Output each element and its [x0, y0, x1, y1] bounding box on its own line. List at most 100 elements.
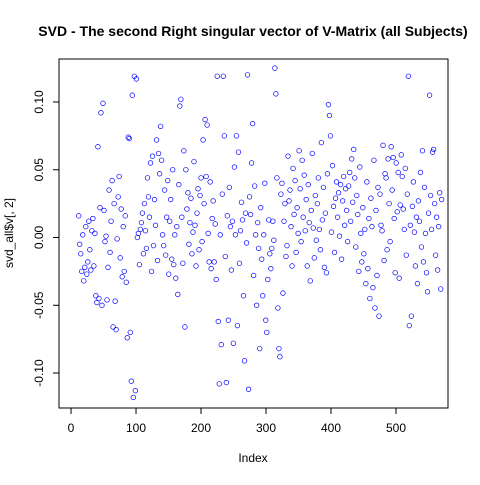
point — [289, 263, 295, 269]
point — [303, 196, 309, 203]
point — [238, 199, 245, 205]
point — [433, 214, 440, 220]
point — [340, 173, 347, 180]
point — [328, 229, 335, 235]
point — [412, 263, 419, 269]
point — [409, 203, 416, 209]
point — [125, 134, 131, 140]
point — [420, 259, 427, 265]
point — [415, 198, 422, 204]
point — [110, 324, 116, 330]
point — [193, 263, 199, 269]
point — [384, 247, 390, 253]
point — [268, 266, 274, 272]
point — [139, 210, 146, 216]
point — [100, 100, 106, 106]
point — [198, 175, 204, 181]
point — [373, 207, 379, 214]
point — [438, 286, 444, 292]
point — [167, 218, 173, 224]
point — [156, 171, 163, 177]
point — [251, 183, 258, 189]
point — [333, 179, 340, 185]
point — [231, 164, 238, 170]
point — [263, 317, 269, 323]
point — [347, 169, 353, 176]
point — [189, 251, 195, 257]
point — [176, 181, 182, 188]
point — [183, 167, 189, 173]
point — [128, 378, 134, 384]
point — [135, 230, 142, 237]
point — [295, 230, 301, 237]
point — [182, 324, 188, 330]
point — [172, 232, 178, 238]
point — [168, 196, 174, 203]
point — [259, 256, 265, 262]
point — [424, 289, 431, 295]
point — [293, 249, 299, 256]
point — [270, 218, 276, 224]
point — [264, 329, 270, 336]
point — [400, 206, 406, 212]
x-tick-label: 0 — [68, 421, 75, 435]
point — [155, 150, 162, 157]
point — [228, 267, 235, 273]
point — [213, 276, 219, 283]
point — [174, 224, 180, 230]
point — [97, 205, 103, 211]
point — [305, 181, 311, 188]
y-tick-label: 0.00 — [32, 225, 46, 249]
point — [192, 222, 198, 228]
point — [296, 148, 302, 154]
point — [435, 224, 442, 230]
point — [154, 257, 161, 264]
point — [235, 149, 242, 155]
point — [355, 211, 361, 218]
point — [78, 251, 84, 257]
point — [423, 270, 430, 276]
point — [234, 322, 241, 329]
point — [320, 184, 327, 191]
plot-frame — [58, 58, 449, 409]
point — [93, 293, 99, 299]
point — [175, 291, 181, 298]
point — [157, 123, 164, 130]
point — [348, 218, 354, 224]
point — [351, 146, 357, 153]
point — [113, 327, 119, 333]
point — [202, 116, 208, 123]
point — [84, 271, 90, 277]
point — [318, 139, 325, 146]
point — [286, 198, 292, 204]
point — [317, 247, 324, 253]
point — [127, 329, 133, 336]
x-tick-label: 400 — [321, 421, 341, 435]
point — [85, 259, 91, 265]
point — [80, 232, 86, 238]
point — [385, 156, 391, 162]
point — [86, 218, 92, 224]
point — [144, 175, 151, 181]
point — [244, 72, 251, 78]
point — [169, 256, 175, 262]
point — [102, 238, 108, 245]
point — [335, 190, 342, 196]
point — [241, 358, 248, 364]
point — [79, 268, 85, 275]
point — [171, 261, 177, 268]
point — [252, 232, 259, 238]
point — [398, 152, 404, 158]
point — [430, 146, 437, 153]
point — [164, 214, 170, 220]
point — [225, 317, 232, 323]
point — [360, 205, 366, 211]
point — [186, 241, 192, 247]
point — [254, 302, 260, 308]
point — [116, 173, 122, 180]
point — [310, 225, 316, 231]
point — [207, 179, 213, 185]
chart-title: SVD - The second Right singular vector o… — [38, 23, 467, 39]
point — [243, 240, 250, 246]
point — [107, 249, 113, 256]
